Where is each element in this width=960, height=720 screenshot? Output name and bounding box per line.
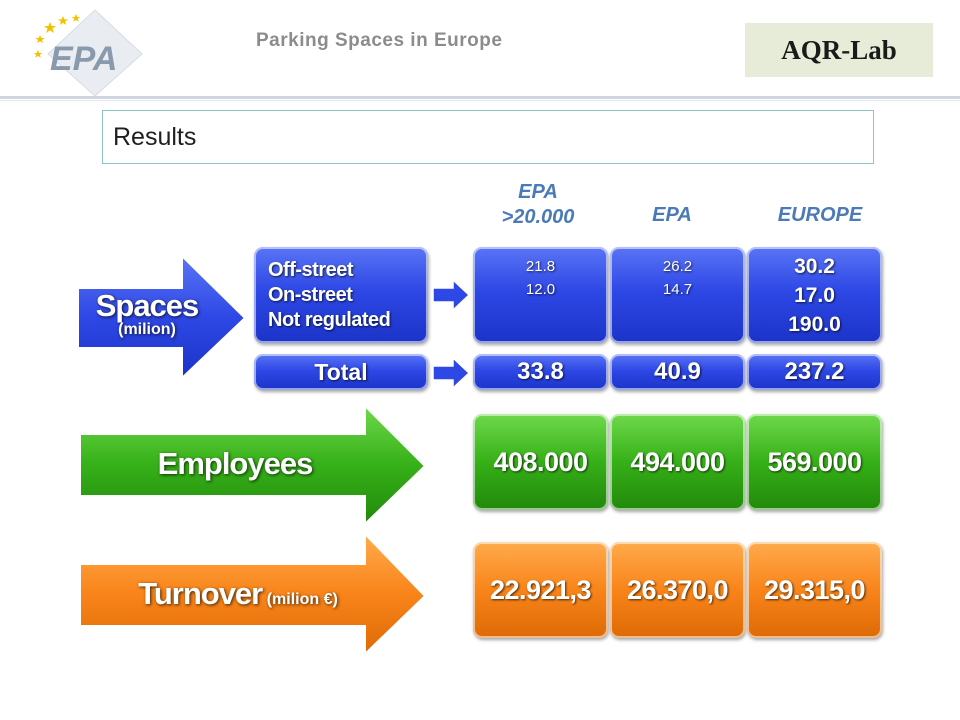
lab-badge: AQR-Lab bbox=[745, 23, 933, 77]
column-header-line: >20.000 bbox=[501, 206, 575, 228]
pointer-arrow-icon bbox=[432, 356, 471, 390]
employees-box-epa-20000: 408.000 bbox=[473, 414, 608, 510]
employees-value: 408.000 bbox=[493, 446, 588, 477]
header-divider-thin bbox=[0, 100, 960, 101]
turnover-value: 29.315,0 bbox=[763, 574, 866, 605]
turnover-box-europe: 29.315,0 bbox=[747, 542, 882, 638]
value-on-street: 12.0 bbox=[525, 281, 556, 298]
value-off-street: 30.2 bbox=[794, 254, 835, 278]
column-header-epa: EPA bbox=[652, 204, 692, 226]
total-box-epa-20000: 33.8 bbox=[473, 354, 608, 390]
employees-box-europe: 569.000 bbox=[747, 414, 882, 510]
total-box-europe: 237.2 bbox=[747, 354, 882, 390]
turnover-box-epa-20000: 22.921,3 bbox=[473, 542, 608, 638]
employees-value: 569.000 bbox=[767, 446, 862, 477]
spaces-box-europe: 30.2 17.0 190.0 bbox=[747, 247, 882, 343]
employees-arrow-label: Employees bbox=[157, 446, 314, 481]
spaces-box-epa: 26.2 14.7 bbox=[610, 247, 745, 343]
space-type-on-street: On-street bbox=[268, 283, 353, 306]
spaces-label: Spaces bbox=[95, 288, 200, 323]
spaces-sublabel: (milion) bbox=[118, 321, 176, 338]
value-on-street: 14.7 bbox=[662, 281, 693, 298]
employees-box-epa: 494.000 bbox=[610, 414, 745, 510]
total-value: 237.2 bbox=[784, 358, 845, 385]
total-label-box: Total bbox=[254, 354, 428, 390]
turnover-arrow bbox=[79, 531, 427, 657]
column-header-epa-20000: EPA >20.000 bbox=[478, 180, 598, 230]
total-label: Total bbox=[314, 358, 368, 385]
employees-arrow bbox=[79, 403, 427, 527]
pointer-arrow-icon bbox=[432, 278, 471, 312]
total-box-epa: 40.9 bbox=[610, 354, 745, 390]
logo-text: EPA bbox=[50, 40, 117, 78]
value-on-street: 17.0 bbox=[794, 283, 835, 307]
column-header-line: EPA bbox=[518, 181, 558, 203]
spaces-arrow-label: Spaces (milion) bbox=[82, 290, 212, 338]
space-type-off-street: Off-street bbox=[268, 258, 354, 281]
total-value: 33.8 bbox=[517, 358, 564, 385]
star-icons bbox=[33, 14, 81, 58]
turnover-sublabel: (milion €) bbox=[266, 591, 338, 608]
space-types-box: Off-street On-street Not regulated bbox=[254, 247, 428, 343]
employees-value: 494.000 bbox=[630, 446, 725, 477]
spaces-box-epa-20000: 21.8 12.0 bbox=[473, 247, 608, 343]
section-title-text: Results bbox=[113, 122, 197, 151]
turnover-box-epa: 26.370,0 bbox=[610, 542, 745, 638]
value-not-regulated: 190.0 bbox=[788, 312, 841, 336]
section-title: Results bbox=[102, 110, 874, 164]
value-off-street: 26.2 bbox=[662, 258, 693, 275]
header-title: Parking Spaces in Europe bbox=[256, 30, 503, 51]
epa-logo: EPA bbox=[33, 9, 143, 97]
space-type-not-regulated: Not regulated bbox=[268, 308, 391, 331]
turnover-value: 26.370,0 bbox=[626, 574, 729, 605]
turnover-value: 22.921,3 bbox=[489, 574, 592, 605]
turnover-arrow-label: Turnover (milion €) bbox=[98, 576, 378, 612]
column-header-europe: EUROPE bbox=[777, 204, 863, 226]
spaces-arrow bbox=[77, 253, 247, 381]
header-divider bbox=[0, 96, 960, 99]
total-value: 40.9 bbox=[654, 358, 701, 385]
turnover-label: Turnover bbox=[138, 576, 263, 611]
value-off-street: 21.8 bbox=[525, 258, 556, 275]
